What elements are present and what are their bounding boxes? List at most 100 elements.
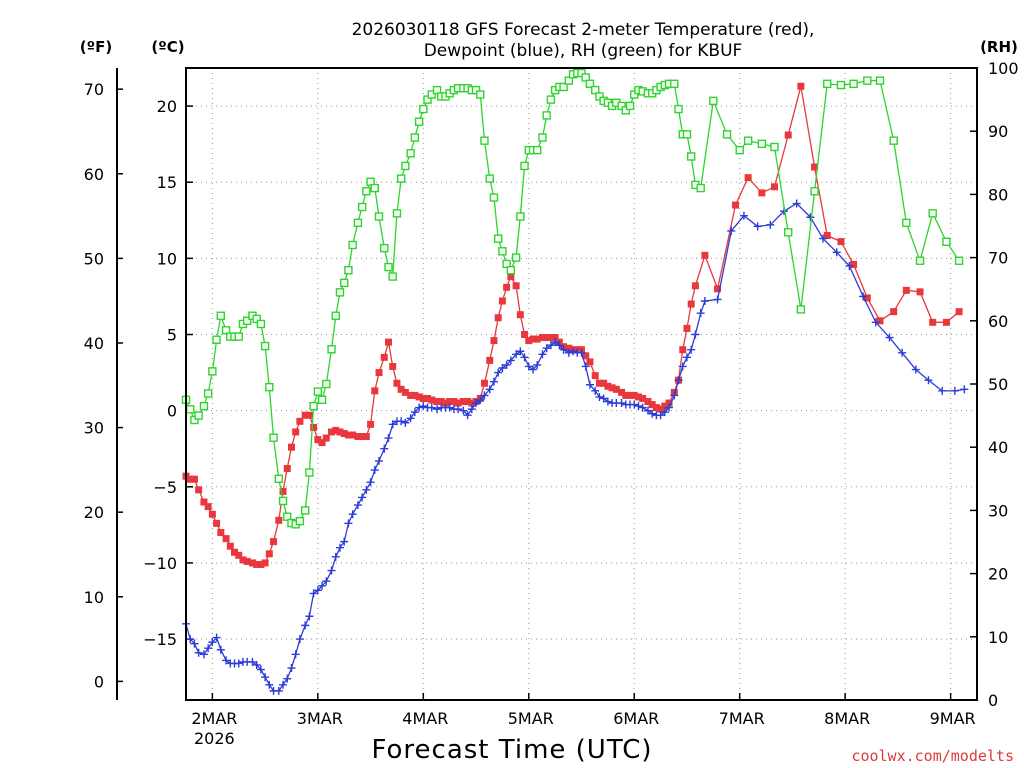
celsius-tick-label: 20 (157, 97, 177, 116)
x-tick-label-7mar: 7MAR (719, 709, 765, 728)
dewpoint-point (344, 519, 353, 528)
dewpoint-point (301, 621, 310, 630)
dewpoint-point (366, 478, 375, 487)
dewpoint-point (885, 333, 894, 342)
rh-series (181, 68, 964, 529)
temperature-point (595, 379, 603, 387)
dewpoint-point (234, 659, 243, 668)
temperature-point (468, 399, 476, 407)
rh-point (875, 76, 885, 85)
dewpoint-point (924, 376, 933, 385)
rh-point (577, 68, 586, 78)
rh-point (317, 395, 327, 404)
temperature-point (231, 548, 239, 556)
rh-point (498, 247, 507, 256)
dewpoint-point (380, 444, 389, 453)
dewpoint-point (577, 348, 586, 357)
rh-point (546, 95, 556, 104)
x-tick-label-5mar: 5MAR (508, 709, 554, 728)
temperature-point (714, 285, 722, 293)
temperature-point (771, 183, 779, 191)
temperature-point (622, 391, 630, 399)
temperature-point (279, 487, 287, 495)
temperature-point (446, 398, 454, 406)
rh-point (410, 133, 420, 142)
temperature-point (393, 379, 401, 387)
temperature-point (354, 433, 362, 441)
temperature-point (441, 399, 449, 407)
fahrenheit-tick-label: 20 (84, 503, 104, 522)
dewpoint-point (340, 537, 349, 546)
credit-text: coolwx.com/modelts (851, 747, 1014, 765)
temperature-point (371, 387, 379, 395)
temperature-point (375, 369, 383, 377)
rh-point (340, 278, 349, 288)
temperature-point (612, 385, 620, 393)
rh-point (269, 433, 278, 442)
rh-point (581, 73, 590, 82)
rh-point (186, 405, 195, 414)
rh-point (331, 311, 340, 320)
temperature-point (310, 423, 318, 431)
temperature-point (691, 282, 699, 290)
plot-frame (185, 67, 978, 701)
rh-point (686, 152, 696, 161)
temperature-point (876, 317, 884, 325)
grid-lines (186, 68, 977, 700)
dewpoint-point (212, 633, 221, 642)
temperature-point (454, 399, 462, 407)
rh-point (274, 474, 284, 483)
celsius-tick-label: 10 (157, 249, 177, 268)
temperature-point (744, 174, 752, 182)
temperature-point (618, 388, 626, 396)
dewpoint-point (309, 589, 318, 598)
temperature-point (521, 331, 529, 339)
rh-point (203, 389, 213, 398)
rh-point (295, 516, 305, 526)
temperature-point (248, 559, 256, 567)
dewpoint-point (459, 406, 468, 415)
dewpoint-point (630, 400, 639, 409)
celsius-tick-label: −10 (143, 554, 177, 573)
dewpoint-point (546, 341, 555, 350)
rh-point (414, 117, 424, 126)
dewpoint-point (305, 612, 314, 621)
dewpoint-point (559, 345, 568, 354)
dewpoint-point (384, 434, 393, 443)
dewpoint-point (318, 581, 327, 590)
rh-tick-label: 80 (988, 185, 1008, 204)
rh-point (362, 187, 371, 196)
rh-point (480, 136, 489, 145)
temperature-point (349, 431, 357, 439)
rh-point (313, 387, 323, 396)
celsius-tick-label: −5 (153, 478, 177, 497)
temperature-point (490, 337, 498, 345)
x-tick-label-2mar: 2MAR (191, 709, 237, 728)
temperature-point (731, 201, 739, 209)
dewpoint-point (362, 485, 371, 494)
dewpoint-point (665, 403, 674, 412)
dewpoint-point (283, 674, 292, 683)
rh-tick-label: 60 (988, 312, 1008, 331)
rh-point (863, 76, 872, 85)
dewpoint-point (208, 638, 217, 647)
rh-point (902, 218, 911, 228)
temperature-point (916, 288, 924, 296)
rh-line (185, 72, 960, 526)
dewpoint-point (348, 510, 357, 519)
dewpoint-point (327, 566, 336, 575)
dewpoint-point (656, 411, 665, 420)
rh-point (344, 266, 353, 275)
dewpoint-point (569, 347, 578, 356)
rh-point (915, 256, 925, 265)
rh-point (810, 187, 819, 196)
dewpoint-point (463, 411, 472, 420)
dewpoint-point (713, 295, 722, 304)
rh-point (370, 183, 379, 193)
temperature-point (687, 300, 695, 308)
dewpoint-point (454, 405, 463, 414)
dewpoint-point (678, 362, 687, 371)
